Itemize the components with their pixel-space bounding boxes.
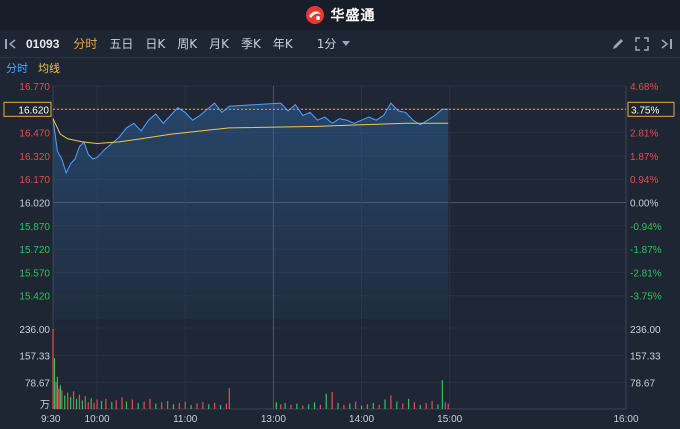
volume-tick-label-right: 157.33 [630, 352, 661, 363]
average-line [52, 118, 449, 145]
tab-yearly-k[interactable]: 年K [272, 37, 293, 51]
brand-name: 华盛通 [330, 8, 376, 24]
legend-average: 均线 [38, 62, 60, 75]
time-label: 13:00 [261, 414, 286, 425]
pct-tick-label: 4.68% [630, 82, 658, 93]
time-label: 16:00 [613, 414, 638, 425]
volume-tick-label: 236.00 [19, 325, 50, 336]
volume-tick-label: 78.67 [25, 378, 50, 389]
toolbar: 01093 分时 五日 日K 周K 月K 季K 年K 1分 [0, 30, 680, 58]
price-tick-label: 16.470 [19, 129, 50, 140]
time-label: 10:00 [85, 414, 110, 425]
tab-daily-k[interactable]: 日K [145, 37, 166, 51]
volume-unit-label: 万 [40, 400, 50, 411]
collapse-panel-icon[interactable] [0, 30, 22, 58]
price-tick-label: 16.020 [19, 199, 50, 210]
pct-tick-label: 0.00% [630, 199, 658, 210]
volume-tick-label: 157.33 [19, 352, 50, 363]
price-line [52, 102, 449, 175]
price-tick-label: 15.870 [19, 222, 50, 233]
time-label: 14:00 [349, 414, 374, 425]
time-label: 15:00 [437, 414, 462, 425]
price-tick-label: 16.170 [19, 175, 50, 186]
chevron-down-icon [342, 40, 351, 46]
pct-tick-label: 0.94% [630, 175, 658, 186]
price-tick-label: 16.320 [19, 152, 50, 163]
pct-tick-label: -0.94% [630, 222, 662, 233]
pct-tick-label: -3.75% [630, 292, 662, 303]
price-tick-label: 16.770 [19, 82, 50, 93]
pct-tick-label: 2.81% [630, 129, 658, 140]
tab-intraday[interactable]: 分时 [73, 37, 98, 51]
last-pct-label: 3.75% [631, 105, 659, 116]
time-label: 11:00 [173, 414, 198, 425]
price-tick-label: 15.570 [19, 268, 50, 279]
price-tick-label: 15.720 [19, 245, 50, 256]
time-label: 9:30 [41, 414, 61, 425]
tab-weekly-k[interactable]: 周K [177, 37, 198, 51]
volume-tick-label-right: 78.67 [630, 378, 655, 389]
title-bar: 华盛通 [0, 0, 680, 30]
tab-five-day[interactable]: 五日 [109, 37, 134, 51]
last-price-label: 16.620 [18, 105, 49, 116]
interval-select[interactable]: 1分 [317, 35, 351, 52]
fullscreen-icon[interactable] [634, 36, 650, 52]
stock-code: 01093 [26, 36, 60, 51]
last-pct-box [627, 101, 675, 117]
intraday-chart[interactable]: 16.770 4.68% 16.620 3.75% 16.470 2.81% 16.320 1… [0, 78, 680, 429]
tab-monthly-k[interactable]: 月K [209, 37, 230, 51]
price-tick-label: 15.420 [19, 292, 50, 303]
pct-tick-label: -2.81% [630, 268, 662, 279]
pen-icon[interactable] [610, 36, 626, 52]
last-price-box [3, 101, 52, 117]
logo-icon [305, 6, 324, 24]
volume-tick-label-right: 236.00 [630, 325, 661, 336]
pct-tick-label: 1.87% [630, 152, 658, 163]
tab-quarterly-k[interactable]: 季K [241, 37, 261, 51]
pct-tick-label: -1.87% [630, 245, 662, 256]
interval-value: 1分 [316, 37, 337, 51]
price-area-fill [53, 103, 449, 319]
chart-legend: 分时 均线 [0, 58, 680, 78]
expand-panel-icon[interactable] [658, 36, 674, 52]
legend-price: 分时 [6, 62, 28, 75]
